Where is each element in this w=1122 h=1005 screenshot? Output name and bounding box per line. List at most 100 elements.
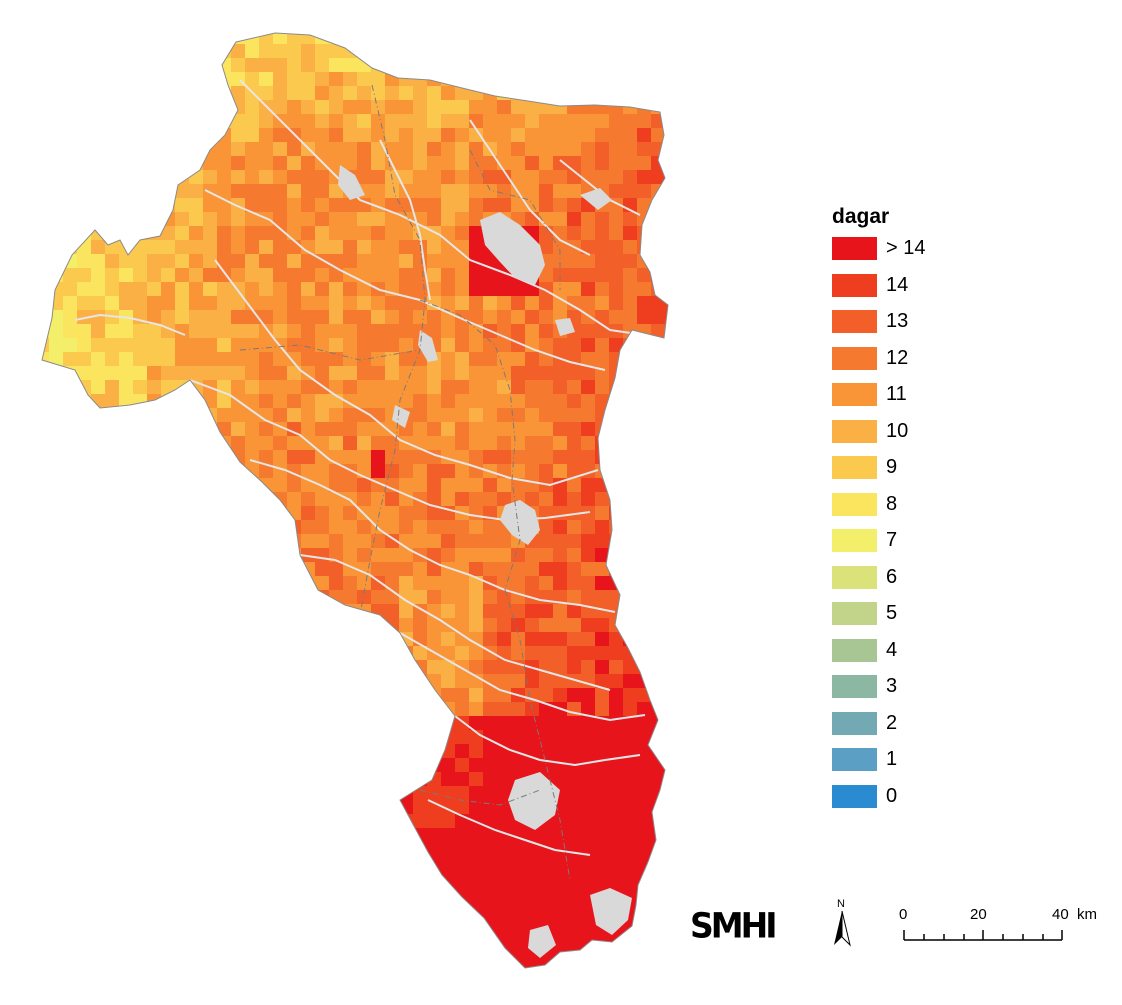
- raster-cell: [413, 856, 428, 871]
- raster-cell: [147, 716, 162, 731]
- raster-cell: [441, 814, 456, 829]
- raster-cell: [147, 58, 162, 73]
- raster-cell: [553, 534, 568, 549]
- raster-cell: [413, 618, 428, 633]
- raster-cell: [483, 926, 498, 941]
- legend-item: 4: [832, 638, 925, 676]
- raster-cell: [483, 72, 498, 87]
- raster-cell: [105, 310, 120, 325]
- raster-cell: [595, 296, 610, 311]
- raster-cell: [357, 170, 372, 185]
- raster-cell: [651, 660, 666, 675]
- raster-cell: [623, 674, 638, 689]
- raster-cell: [455, 436, 470, 451]
- raster-cell: [105, 604, 120, 619]
- raster-cell: [217, 58, 232, 73]
- raster-cell: [343, 422, 358, 437]
- raster-cell: [441, 450, 456, 465]
- raster-cell: [301, 758, 316, 773]
- raster-cell: [245, 576, 260, 591]
- raster-cell: [665, 744, 668, 759]
- raster-cell: [231, 254, 246, 269]
- raster-cell: [315, 534, 330, 549]
- raster-cell: [217, 688, 232, 703]
- raster-cell: [189, 226, 204, 241]
- raster-cell: [133, 884, 148, 899]
- raster-cell: [77, 324, 92, 339]
- raster-cell: [203, 926, 218, 941]
- raster-cell: [441, 772, 456, 787]
- raster-cell: [273, 86, 288, 101]
- raster-cell: [315, 632, 330, 647]
- raster-cell: [49, 646, 64, 661]
- raster-cell: [539, 576, 554, 591]
- raster-cell: [427, 912, 442, 927]
- raster-cell: [231, 604, 246, 619]
- raster-cell: [161, 646, 176, 661]
- raster-cell: [497, 548, 512, 563]
- raster-cell: [623, 450, 638, 465]
- raster-cell: [77, 744, 92, 759]
- raster-cell: [623, 814, 638, 829]
- raster-cell: [343, 464, 358, 479]
- raster-cell: [203, 464, 218, 479]
- raster-cell: [49, 226, 64, 241]
- raster-cell: [455, 870, 470, 885]
- raster-cell: [539, 744, 554, 759]
- raster-cell: [49, 282, 64, 297]
- raster-cell: [42, 870, 50, 885]
- raster-cell: [623, 772, 638, 787]
- raster-cell: [119, 548, 134, 563]
- raster-cell: [567, 590, 582, 605]
- raster-cell: [105, 758, 120, 773]
- raster-cell: [609, 632, 624, 647]
- raster-cell: [581, 72, 596, 87]
- raster-cell: [105, 772, 120, 787]
- raster-cell: [287, 170, 302, 185]
- raster-cell: [231, 492, 246, 507]
- raster-cell: [189, 464, 204, 479]
- raster-cell: [91, 44, 106, 59]
- raster-cell: [161, 128, 176, 143]
- raster-cell: [203, 324, 218, 339]
- raster-cell: [161, 856, 176, 871]
- raster-cell: [553, 856, 568, 871]
- raster-cell: [357, 254, 372, 269]
- raster-cell: [357, 870, 372, 885]
- raster-cell: [231, 44, 246, 59]
- raster-cell: [595, 744, 610, 759]
- raster-cell: [105, 198, 120, 213]
- raster-cell: [105, 590, 120, 605]
- raster-cell: [259, 688, 274, 703]
- raster-cell: [343, 716, 358, 731]
- raster-cell: [105, 646, 120, 661]
- raster-cell: [539, 324, 554, 339]
- raster-cell: [441, 128, 456, 143]
- raster-cell: [203, 604, 218, 619]
- raster-cell: [427, 856, 442, 871]
- raster-cell: [413, 422, 428, 437]
- raster-cell: [63, 926, 78, 941]
- raster-cell: [231, 128, 246, 143]
- raster-cell: [301, 618, 316, 633]
- raster-cell: [217, 408, 232, 423]
- raster-cell: [371, 142, 386, 157]
- raster-cell: [175, 506, 190, 521]
- raster-cell: [343, 842, 358, 857]
- raster-cell: [287, 58, 302, 73]
- raster-cell: [343, 618, 358, 633]
- raster-cell: [175, 310, 190, 325]
- raster-cell: [63, 114, 78, 129]
- raster-cell: [651, 688, 666, 703]
- raster-cell: [259, 72, 274, 87]
- raster-cell: [273, 702, 288, 717]
- raster-cell: [651, 58, 666, 73]
- raster-cell: [483, 436, 498, 451]
- raster-cell: [385, 128, 400, 143]
- raster-cell: [175, 674, 190, 689]
- raster-cell: [637, 968, 652, 983]
- raster-cell: [665, 156, 668, 171]
- raster-cell: [105, 33, 120, 45]
- raster-cell: [497, 954, 512, 968]
- raster-cell: [133, 842, 148, 857]
